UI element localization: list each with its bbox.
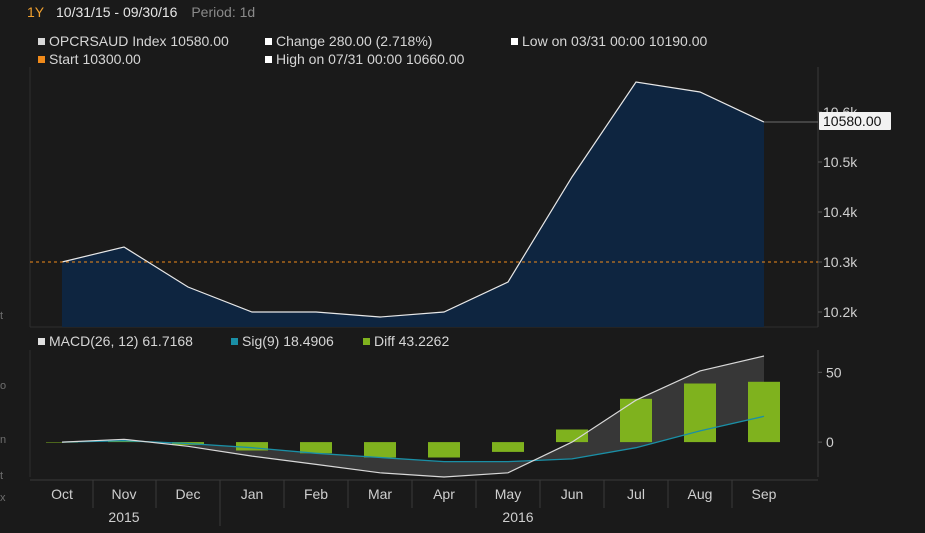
- x-tick-label: Sep: [752, 486, 777, 502]
- x-tick-label: Oct: [51, 486, 73, 502]
- price-ytick-label: 10.2k: [823, 304, 858, 320]
- x-tick-label: Nov: [112, 486, 137, 502]
- diff-bar: [46, 442, 78, 443]
- legend-diff: Diff 43.2262: [363, 333, 449, 349]
- price-ytick-label: 10.5k: [823, 154, 858, 170]
- low-swatch-icon: [511, 37, 518, 45]
- x-tick-label: Jun: [561, 486, 584, 502]
- legend-diff-label: Diff 43.2262: [374, 333, 450, 349]
- change-swatch-icon: [265, 37, 272, 45]
- x-tick-label: Apr: [433, 486, 455, 502]
- legend-change: Change 280.00 (2.718%): [265, 33, 432, 49]
- last-price-tag: [819, 112, 891, 130]
- signal-line: [61, 415, 765, 463]
- chart-header: 1Y 10/31/15 - 09/30/16 Period: 1d: [27, 4, 255, 20]
- diff-bar: [108, 440, 140, 443]
- x-tick-label: Mar: [368, 486, 392, 502]
- x-tick-label: Jul: [627, 486, 645, 502]
- price-line: [61, 81, 765, 318]
- legend-high-label: High on 07/31 00:00 10660.00: [276, 51, 465, 67]
- diff-bar: [556, 429, 588, 443]
- date-range-label: 10/31/15 - 09/30/16: [56, 4, 178, 20]
- macd-ytick-label: 50: [826, 364, 842, 380]
- index-swatch-icon: [38, 37, 45, 45]
- price-area: [62, 82, 764, 327]
- price-ytick-label: 10.4k: [823, 204, 858, 220]
- diff-bar: [364, 442, 396, 458]
- x-tick-label: Dec: [176, 486, 201, 502]
- diff-bar: [748, 381, 780, 443]
- year-label: 2016: [502, 509, 533, 525]
- price-ytick-label: 10.3k: [823, 254, 858, 270]
- x-tick-label: Aug: [688, 486, 713, 502]
- legend-start: Start 10300.00: [38, 51, 141, 67]
- macd-ytick-label: 0: [826, 434, 834, 450]
- macd-signal-band: [62, 356, 764, 477]
- year-label: 2015: [108, 509, 139, 525]
- legend-sig: Sig(9) 18.4906: [231, 333, 334, 349]
- diff-bar: [428, 442, 460, 458]
- macd-line: [61, 355, 765, 478]
- legend-start-label: Start 10300.00: [49, 51, 141, 67]
- x-tick-label: Jan: [241, 486, 264, 502]
- x-tick-label: May: [495, 486, 521, 502]
- legend-macd-label: MACD(26, 12) 61.7168: [49, 333, 193, 349]
- legend-low-label: Low on 03/31 00:00 10190.00: [522, 33, 708, 49]
- legend-index: OPCRSAUD Index 10580.00: [38, 33, 229, 49]
- sig-swatch-icon: [231, 337, 238, 345]
- x-tick-label: Feb: [304, 486, 328, 502]
- edge-mark: t: [0, 470, 4, 482]
- last-price-tag-label: 10580.00: [823, 113, 882, 129]
- legend-index-label: OPCRSAUD Index 10580.00: [49, 33, 229, 49]
- diff-bar: [300, 442, 332, 454]
- legend-change-label: Change 280.00 (2.718%): [276, 33, 433, 49]
- edge-mark: x: [0, 492, 6, 504]
- diff-bar: [492, 442, 524, 452]
- diff-bar: [236, 442, 268, 451]
- range-selector-button[interactable]: 1Y: [27, 4, 45, 20]
- diff-bar: [620, 398, 652, 443]
- legend-macd: MACD(26, 12) 61.7168: [38, 333, 193, 349]
- legend-sig-label: Sig(9) 18.4906: [242, 333, 334, 349]
- diff-swatch-icon: [363, 337, 370, 345]
- edge-mark: o: [0, 380, 7, 392]
- start-swatch-icon: [38, 55, 45, 63]
- edge-mark: n: [0, 434, 7, 446]
- diff-bar: [684, 383, 716, 443]
- macd-swatch-icon: [38, 337, 45, 345]
- period-label: Period: 1d: [191, 4, 256, 20]
- high-swatch-icon: [265, 55, 272, 63]
- edge-mark: t: [0, 310, 4, 322]
- legend-high: High on 07/31 00:00 10660.00: [265, 51, 464, 67]
- legend-low: Low on 03/31 00:00 10190.00: [511, 33, 707, 49]
